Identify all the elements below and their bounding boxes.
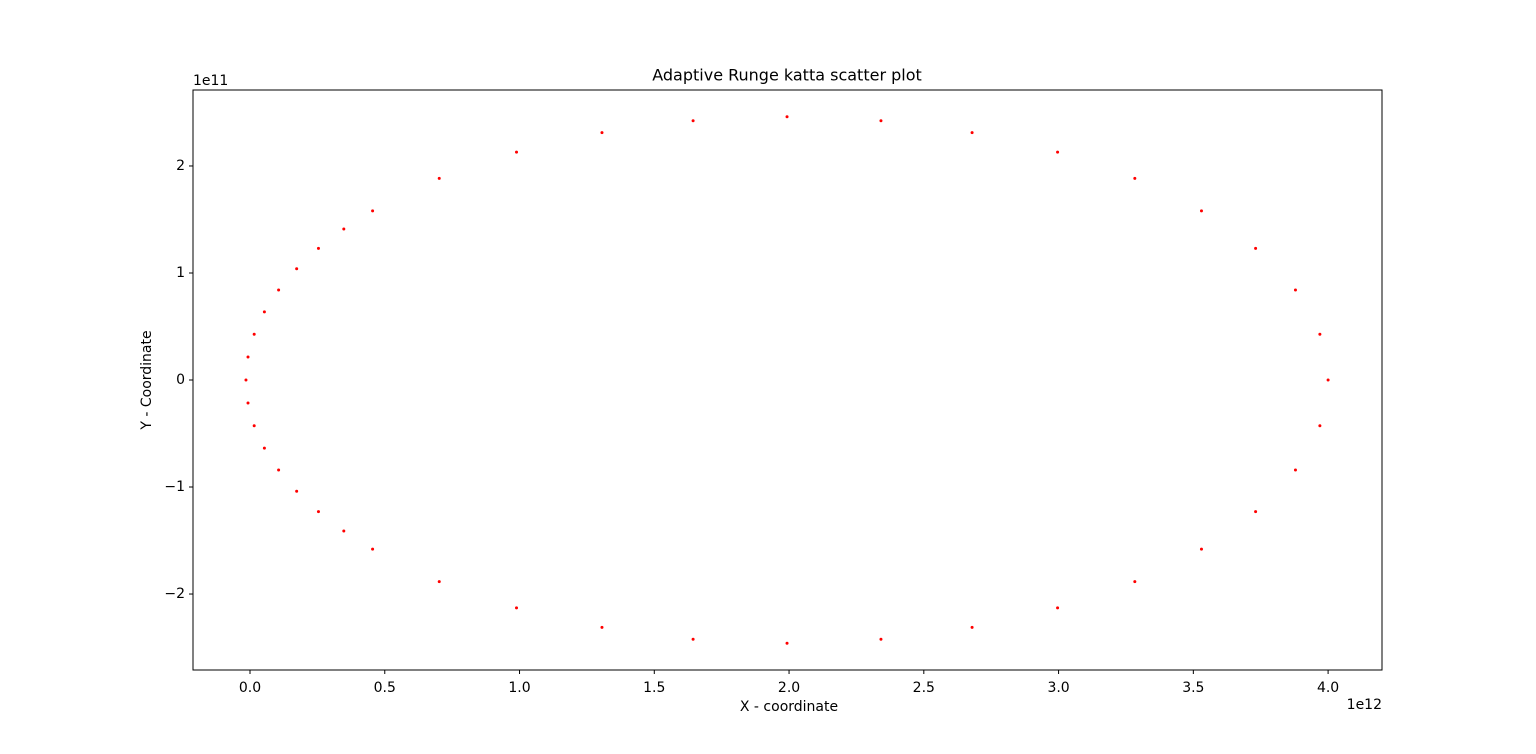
scatter-point	[1326, 378, 1330, 382]
scatter-point	[1133, 176, 1137, 180]
x-tick-label: 3.5	[1182, 680, 1204, 696]
scatter-point	[1254, 510, 1258, 514]
x-tick-label: 1.0	[508, 680, 530, 696]
scatter-point	[515, 150, 519, 154]
scatter-point	[1293, 468, 1297, 472]
x-tick-label: 2.5	[913, 680, 935, 696]
scatter-point	[437, 176, 441, 180]
scatter-point	[1056, 606, 1060, 610]
scatter-point	[1199, 547, 1203, 551]
x-axis-label: X - coordinate	[740, 699, 838, 715]
scatter-point	[316, 246, 320, 250]
scatter-point	[437, 580, 441, 584]
scatter-point	[1199, 209, 1203, 213]
scatter-point	[277, 468, 281, 472]
scatter-point	[1293, 288, 1297, 292]
scatter-point	[371, 547, 375, 551]
scatter-point	[295, 489, 299, 493]
scatter-point	[342, 227, 346, 231]
x-tick-label: 3.0	[1047, 680, 1069, 696]
y-tick-label: 2	[176, 158, 185, 174]
x-tick-label: 2.0	[778, 680, 800, 696]
scatter-point	[515, 606, 519, 610]
scatter-point	[1254, 246, 1258, 250]
scatter-point	[1056, 150, 1060, 154]
x-offset-label: 1e12	[1347, 697, 1382, 713]
y-axis-label: Y - Coordinate	[139, 330, 155, 430]
scatter-point	[252, 424, 256, 428]
y-tick-label: 1	[176, 265, 185, 281]
scatter-point	[1318, 424, 1322, 428]
scatter-point	[316, 510, 320, 514]
scatter-point	[785, 115, 789, 119]
y-tick-label: −1	[164, 479, 185, 495]
scatter-point	[691, 637, 695, 641]
scatter-point	[371, 209, 375, 213]
scatter-point	[600, 131, 604, 135]
scatter-point	[1133, 580, 1137, 584]
chart-title: Adaptive Runge katta scatter plot	[652, 66, 922, 85]
scatter-point	[600, 625, 604, 629]
scatter-point	[879, 637, 883, 641]
scatter-point	[691, 119, 695, 123]
scatter-point	[879, 119, 883, 123]
scatter-point	[252, 332, 256, 336]
y-tick-label: −2	[164, 586, 185, 602]
scatter-point	[246, 401, 250, 405]
scatter-point	[244, 378, 248, 382]
scatter-point	[785, 641, 789, 645]
scatter-point	[246, 355, 250, 359]
scatter-point	[295, 267, 299, 271]
y-tick-label: 0	[176, 372, 185, 388]
scatter-point	[262, 446, 266, 450]
scatter-point	[1318, 332, 1322, 336]
x-tick-label: 0.5	[374, 680, 396, 696]
x-tick-label: 4.0	[1317, 680, 1339, 696]
y-offset-label: 1e11	[193, 73, 228, 89]
scatter-point	[262, 310, 266, 314]
scatter-point	[342, 529, 346, 533]
x-tick-label: 0.0	[239, 680, 261, 696]
scatter-point	[277, 288, 281, 292]
x-tick-label: 1.5	[643, 680, 665, 696]
scatter-point	[970, 131, 974, 135]
plot-frame	[192, 89, 1383, 671]
scatter-point	[970, 625, 974, 629]
